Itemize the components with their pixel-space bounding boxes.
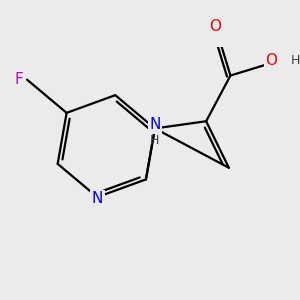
- Text: H: H: [150, 134, 160, 147]
- Text: H: H: [291, 54, 300, 67]
- Text: O: O: [209, 19, 221, 34]
- Text: F: F: [14, 72, 23, 87]
- Text: N: N: [92, 191, 103, 206]
- Text: N: N: [149, 117, 160, 132]
- Text: O: O: [266, 53, 278, 68]
